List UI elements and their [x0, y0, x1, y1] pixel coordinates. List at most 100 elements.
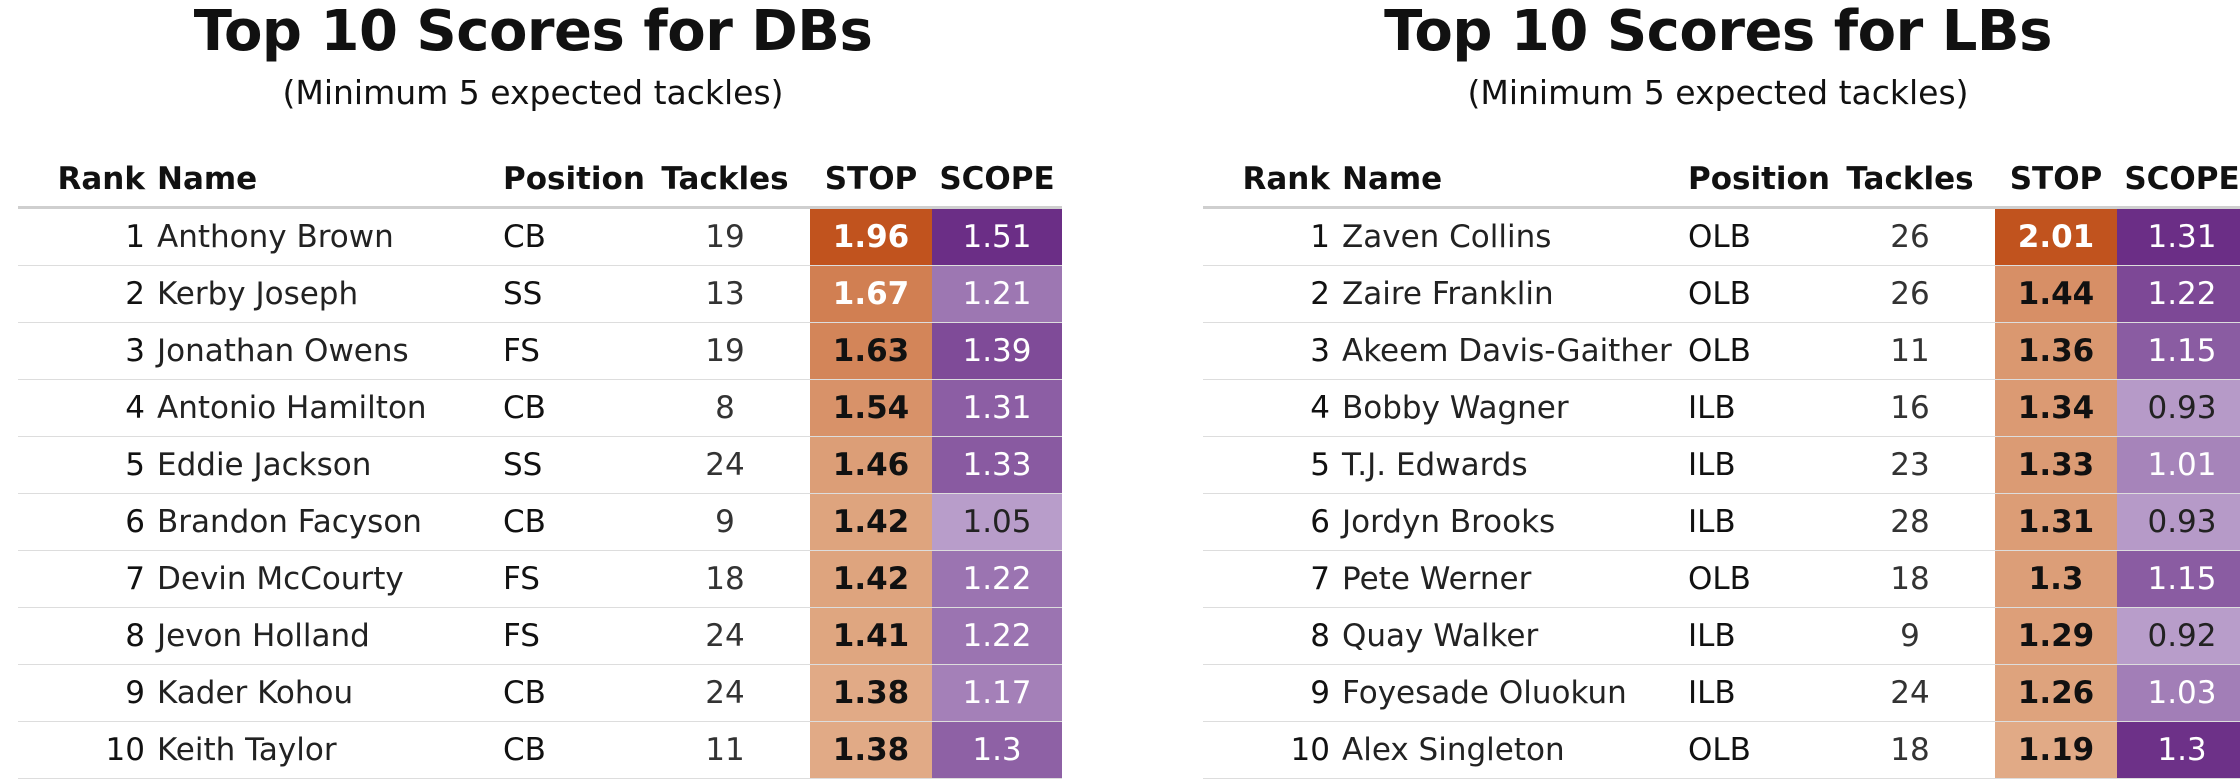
player-name-cell: Zaire Franklin	[1338, 265, 1685, 323]
stop-cell: 1.29	[1995, 607, 2117, 665]
col-header-stop: STOP	[810, 152, 932, 209]
tackles-cell: 16	[1825, 379, 1995, 437]
player-name-cell: Quay Walker	[1338, 607, 1685, 665]
position-cell: CB	[500, 379, 640, 437]
table-row: 5 T.J. Edwards ILB 23 1.33 1.01	[1203, 436, 2240, 494]
col-header-scope: SCOPE	[932, 152, 1062, 209]
scope-cell: 1.39	[932, 322, 1062, 380]
player-name-cell: T.J. Edwards	[1338, 436, 1685, 494]
scope-cell: 1.17	[932, 664, 1062, 722]
stop-cell: 1.41	[810, 607, 932, 665]
col-header-rank: Rank	[1203, 152, 1338, 209]
table-row: 9 Foyesade Oluokun ILB 24 1.26 1.03	[1203, 664, 2240, 722]
rank-cell: 8	[18, 607, 153, 665]
position-cell: SS	[500, 265, 640, 323]
stop-cell: 1.3	[1995, 550, 2117, 608]
col-header-position: Position	[500, 152, 645, 209]
table-row: 8 Jevon Holland FS 24 1.41 1.22	[18, 607, 1062, 665]
position-cell: CB	[500, 493, 640, 551]
tackles-cell: 13	[640, 265, 810, 323]
player-name-cell: Brandon Facyson	[153, 493, 500, 551]
rank-cell: 1	[18, 207, 153, 266]
table-row: 2 Zaire Franklin OLB 26 1.44 1.22	[1203, 265, 2240, 323]
stop-cell: 1.44	[1995, 265, 2117, 323]
rank-cell: 10	[1203, 721, 1338, 779]
rank-cell: 4	[1203, 379, 1338, 437]
tackles-cell: 26	[1825, 265, 1995, 323]
position-cell: ILB	[1685, 493, 1825, 551]
player-name-cell: Eddie Jackson	[153, 436, 500, 494]
player-name-cell: Jordyn Brooks	[1338, 493, 1685, 551]
stop-cell: 1.67	[810, 265, 932, 323]
stop-cell: 2.01	[1995, 207, 2117, 266]
position-cell: OLB	[1685, 265, 1825, 323]
position-cell: FS	[500, 607, 640, 665]
player-name-cell: Kerby Joseph	[153, 265, 500, 323]
scope-cell: 1.05	[932, 493, 1062, 551]
col-header-scope: SCOPE	[2117, 152, 2240, 209]
tackles-cell: 11	[640, 721, 810, 779]
scope-cell: 1.22	[932, 607, 1062, 665]
position-cell: ILB	[1685, 607, 1825, 665]
player-name-cell: Antonio Hamilton	[153, 379, 500, 437]
tackles-cell: 18	[1825, 721, 1995, 779]
player-name-cell: Alex Singleton	[1338, 721, 1685, 779]
tackles-cell: 9	[1825, 607, 1995, 665]
table-row: 10 Alex Singleton OLB 18 1.19 1.3	[1203, 721, 2240, 779]
tackles-cell: 23	[1825, 436, 1995, 494]
rank-cell: 5	[18, 436, 153, 494]
rank-cell: 7	[18, 550, 153, 608]
scope-cell: 1.21	[932, 265, 1062, 323]
stop-cell: 1.34	[1995, 379, 2117, 437]
player-name-cell: Pete Werner	[1338, 550, 1685, 608]
stop-cell: 1.38	[810, 664, 932, 722]
position-cell: ILB	[1685, 436, 1825, 494]
scope-cell: 1.31	[932, 379, 1062, 437]
position-cell: SS	[500, 436, 640, 494]
scope-cell: 0.92	[2117, 607, 2240, 665]
db-header-row: Rank Name Position Tackles STOP SCOPE	[18, 152, 1062, 209]
col-header-tackles: Tackles	[640, 152, 810, 209]
scope-cell: 1.31	[2117, 207, 2240, 266]
rank-cell: 5	[1203, 436, 1338, 494]
table-row: 5 Eddie Jackson SS 24 1.46 1.33	[18, 436, 1062, 494]
scope-cell: 0.93	[2117, 493, 2240, 551]
table-row: 2 Kerby Joseph SS 13 1.67 1.21	[18, 265, 1062, 323]
table-row: 8 Quay Walker ILB 9 1.29 0.92	[1203, 607, 2240, 665]
player-name-cell: Zaven Collins	[1338, 207, 1685, 266]
rank-cell: 3	[18, 322, 153, 380]
lb-header-row: Rank Name Position Tackles STOP SCOPE	[1203, 152, 2240, 209]
tackles-cell: 24	[640, 436, 810, 494]
player-name-cell: Jonathan Owens	[153, 322, 500, 380]
col-header-name: Name	[1338, 152, 1685, 209]
stop-cell: 1.42	[810, 550, 932, 608]
tackles-cell: 24	[1825, 664, 1995, 722]
rank-cell: 10	[18, 721, 153, 779]
scope-cell: 1.15	[2117, 322, 2240, 380]
stop-cell: 1.96	[810, 207, 932, 266]
tackles-cell: 11	[1825, 322, 1995, 380]
position-cell: ILB	[1685, 664, 1825, 722]
player-name-cell: Akeem Davis-Gaither	[1338, 322, 1685, 380]
table-row: 3 Akeem Davis-Gaither OLB 11 1.36 1.15	[1203, 322, 2240, 380]
rank-cell: 3	[1203, 322, 1338, 380]
player-name-cell: Foyesade Oluokun	[1338, 664, 1685, 722]
stop-cell: 1.31	[1995, 493, 2117, 551]
stop-cell: 1.63	[810, 322, 932, 380]
scope-cell: 1.15	[2117, 550, 2240, 608]
stop-cell: 1.19	[1995, 721, 2117, 779]
stop-cell: 1.38	[810, 721, 932, 779]
position-cell: CB	[500, 664, 640, 722]
scope-cell: 1.33	[932, 436, 1062, 494]
col-header-tackles: Tackles	[1825, 152, 1995, 209]
position-cell: FS	[500, 550, 640, 608]
db-title: Top 10 Scores for DBs	[193, 0, 873, 64]
col-header-name: Name	[153, 152, 500, 209]
lb-table-body: 1 Zaven Collins OLB 26 2.01 1.31 2 Zaire Frankl…	[1203, 207, 2240, 779]
position-cell: OLB	[1685, 207, 1825, 266]
position-cell: OLB	[1685, 322, 1825, 380]
rank-cell: 2	[18, 265, 153, 323]
position-cell: OLB	[1685, 721, 1825, 779]
rank-cell: 2	[1203, 265, 1338, 323]
db-subtitle: (Minimum 5 expected tackles)	[282, 73, 784, 112]
